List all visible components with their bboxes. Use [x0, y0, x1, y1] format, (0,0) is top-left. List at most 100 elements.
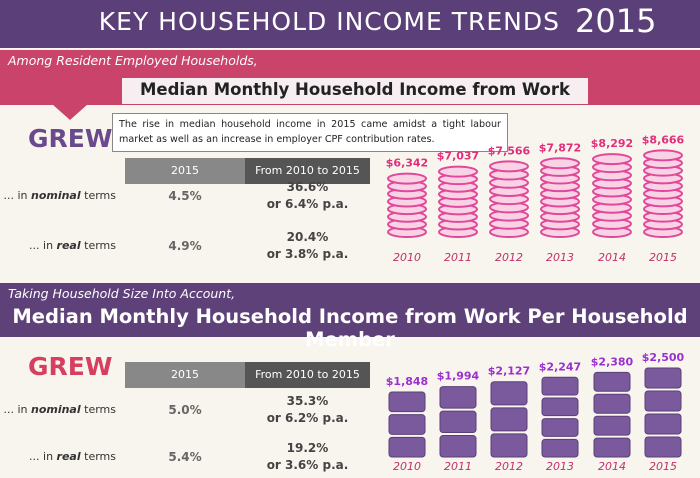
row-change-pa: or 6.4% p.a.	[266, 197, 349, 211]
wallet	[541, 438, 579, 458]
wallet	[593, 415, 631, 436]
coin	[592, 153, 632, 166]
label-text: terms	[80, 189, 116, 202]
value-label: $2,247	[539, 360, 581, 373]
wallet	[490, 381, 528, 406]
label-text: terms	[80, 450, 116, 463]
header-band	[0, 0, 700, 48]
year-label: 2012	[495, 251, 523, 264]
stack	[438, 165, 478, 238]
stack	[439, 386, 477, 458]
wallet	[541, 376, 579, 396]
wallet	[388, 391, 426, 413]
badge: GREW	[28, 352, 113, 381]
year-label: 2014	[598, 460, 626, 473]
row-label: ... in real terms	[0, 450, 116, 463]
wallet	[593, 437, 631, 458]
value-label: $8,292	[591, 137, 633, 150]
value-label: $6,342	[386, 157, 428, 170]
label-text: ... in	[3, 403, 31, 416]
label-text: ... in	[29, 239, 57, 252]
label-em: real	[56, 450, 81, 463]
section-intro: Taking Household Size Into Account,	[8, 286, 236, 301]
wallet	[541, 397, 579, 417]
year-label: 2013	[546, 251, 574, 264]
stack	[489, 160, 529, 238]
label-em: real	[56, 239, 81, 252]
row-value: 4.9%	[168, 239, 202, 253]
note: The rise in median household income in 2…	[112, 113, 508, 152]
stack	[592, 153, 632, 238]
wallet	[644, 413, 682, 435]
year-label: 2010	[393, 251, 421, 264]
coin	[387, 172, 427, 185]
value-label: $2,380	[591, 355, 634, 368]
row-value: 4.5%	[168, 189, 202, 203]
year-label: 2014	[598, 251, 626, 264]
stack	[387, 172, 427, 238]
wallet	[593, 393, 631, 414]
value-label: $7,872	[539, 141, 581, 154]
heading-box	[122, 78, 588, 104]
section-intro: Among Resident Employed Households,	[8, 53, 258, 68]
row-change: 35.3%	[286, 394, 329, 408]
coin	[489, 160, 529, 173]
wallet	[439, 435, 477, 458]
header-year: 2015	[575, 2, 657, 40]
stack	[541, 376, 579, 458]
row-change: 19.2%	[286, 441, 329, 455]
year-label: 2015	[649, 460, 677, 473]
wallet	[388, 414, 426, 435]
stack	[490, 381, 528, 458]
label-em: nominal	[30, 403, 81, 416]
stack	[644, 367, 682, 458]
wallet	[439, 410, 477, 434]
value-label: $1,848	[386, 375, 428, 388]
value-label: $2,500	[642, 351, 685, 364]
year-label: 2013	[546, 460, 574, 473]
stack	[388, 391, 426, 458]
label-text: ... in	[3, 189, 31, 202]
row-value: 5.4%	[168, 450, 202, 464]
row-label: ... in real terms	[0, 239, 116, 252]
wallet	[593, 371, 631, 392]
pointer	[52, 104, 88, 120]
coin	[540, 157, 580, 170]
stack	[643, 149, 683, 238]
stack	[593, 371, 631, 458]
year-label: 2011	[444, 460, 472, 473]
row-change-pa: or 6.2% p.a.	[266, 411, 349, 425]
row-change: 36.6%	[286, 180, 329, 194]
wallet	[644, 390, 682, 412]
row-label: ... in nominal terms	[0, 403, 116, 416]
value-label: $7,037	[437, 150, 479, 163]
coin	[438, 165, 478, 178]
section-heading: Median Monthly Household Income from Wor…	[140, 80, 570, 99]
year-label: 2011	[444, 251, 472, 264]
wallet	[439, 386, 477, 409]
stack	[540, 157, 580, 238]
value-label: $7,566	[488, 144, 531, 157]
wallet	[388, 436, 426, 458]
section-heading: Median Monthly Household Income from Wor…	[12, 305, 688, 351]
label-text: terms	[80, 403, 116, 416]
wallet	[644, 436, 682, 458]
year-label: 2012	[495, 460, 523, 473]
value-label: $2,127	[488, 365, 530, 378]
value-label: $1,994	[437, 370, 480, 383]
row-change-pa: or 3.8% p.a.	[266, 247, 349, 261]
header-title: KEY HOUSEHOLD INCOME TRENDS	[98, 7, 560, 36]
table-header: From 2010 to 2015	[245, 158, 370, 184]
label-em: nominal	[30, 189, 81, 202]
section-band	[0, 283, 700, 337]
label-text: terms	[80, 239, 116, 252]
table-header: 2015	[125, 158, 245, 184]
wallet	[490, 407, 528, 432]
coin	[643, 149, 683, 162]
label-text: ... in	[29, 450, 57, 463]
wallet	[490, 433, 528, 458]
table-header: 2015	[125, 362, 245, 388]
year-label: 2010	[393, 460, 421, 473]
